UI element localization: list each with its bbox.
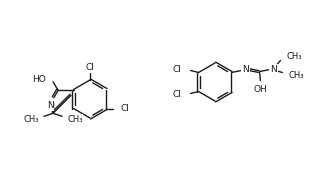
Text: CH₃: CH₃ — [288, 71, 304, 80]
Text: CH₃: CH₃ — [67, 115, 83, 124]
Text: Cl: Cl — [120, 104, 129, 113]
Text: N: N — [270, 65, 277, 74]
Text: Cl: Cl — [85, 62, 94, 72]
Text: Cl: Cl — [173, 65, 181, 74]
Text: OH: OH — [253, 85, 267, 94]
Text: CH₃: CH₃ — [286, 52, 302, 61]
Text: Cl: Cl — [173, 90, 181, 99]
Text: N: N — [242, 65, 249, 74]
Text: N: N — [47, 101, 53, 110]
Text: CH₃: CH₃ — [24, 115, 39, 124]
Text: HO: HO — [32, 75, 46, 84]
